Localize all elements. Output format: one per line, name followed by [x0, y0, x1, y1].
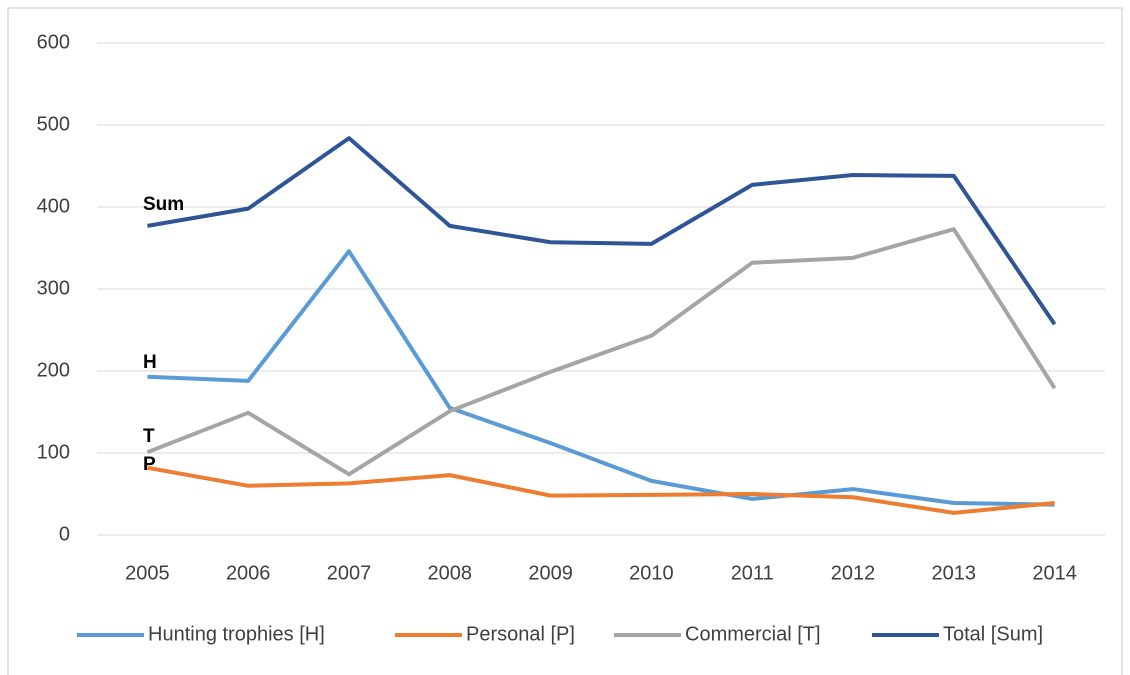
y-tick-label: 500: [37, 113, 70, 135]
x-tick-label: 2008: [428, 562, 473, 584]
x-tick-label: 2006: [226, 562, 271, 584]
y-tick-label: 200: [37, 359, 70, 381]
x-tick-label: 2005: [125, 562, 170, 584]
y-tick-label: 100: [37, 441, 70, 463]
x-tick-label: 2007: [327, 562, 372, 584]
annotation: P: [143, 454, 156, 475]
series-line: [146, 227, 1057, 477]
y-tick-label: 0: [59, 523, 70, 545]
x-tick-label: 2012: [831, 562, 876, 584]
x-tick-label: 2011: [731, 562, 774, 584]
annotation: Sum: [143, 194, 184, 215]
y-tick-label: 600: [37, 31, 70, 53]
annotation: H: [143, 352, 157, 373]
legend-label: Total [Sum]: [943, 623, 1043, 645]
chart-frame: [7, 7, 1123, 675]
series-line: [147, 136, 1057, 326]
series-line: [147, 249, 1055, 507]
legend-label: Personal [P]: [466, 623, 575, 645]
x-tick-label: 2010: [629, 562, 674, 584]
x-tick-label: 2009: [528, 562, 573, 584]
x-tick-label: 2013: [932, 562, 977, 584]
annotation: T: [143, 426, 155, 447]
y-tick-label: 300: [37, 277, 70, 299]
x-tick-label: 2014: [1032, 562, 1077, 584]
legend-label: Hunting trophies [H]: [148, 623, 325, 645]
y-tick-label: 400: [37, 195, 70, 217]
legend-label: Commercial [T]: [685, 623, 821, 645]
series-line: [147, 465, 1055, 515]
